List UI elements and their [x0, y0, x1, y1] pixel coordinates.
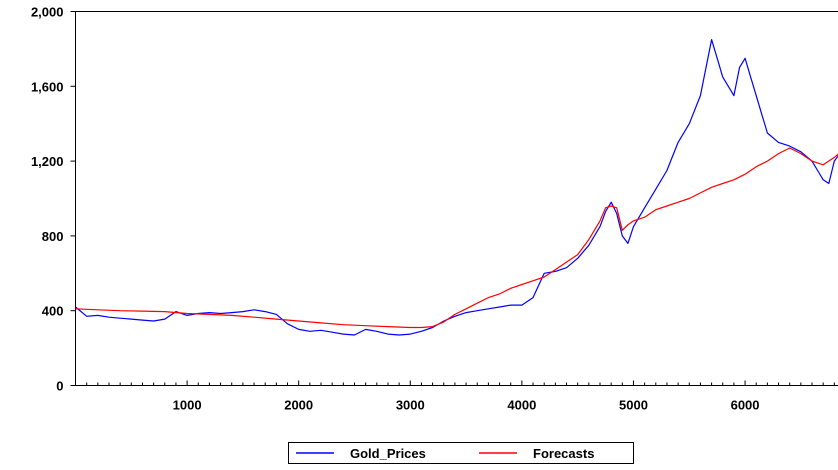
y-tick-label: 2,000 — [31, 5, 64, 20]
x-axis: 1000 2000 3000 4000 5000 6000 — [86, 380, 835, 413]
y-axis: 0 400 800 1,200 1,600 2,000 — [31, 5, 76, 394]
legend-label-gold-prices: Gold_Prices — [350, 446, 426, 461]
x-tick-label: 5000 — [619, 398, 648, 413]
series-line-gold-prices — [75, 38, 838, 336]
x-tick-label: 4000 — [507, 398, 536, 413]
x-tick-label: 2000 — [284, 398, 313, 413]
y-tick-label: 800 — [42, 229, 64, 244]
legend-box — [288, 442, 634, 464]
y-tick-label: 1,200 — [31, 154, 64, 169]
series-layer — [75, 38, 838, 336]
legend-label-forecasts: Forecasts — [533, 446, 594, 461]
series-line-forecasts — [75, 147, 838, 329]
legend: Gold_Prices Forecasts — [288, 442, 634, 464]
y-tick-label: 400 — [42, 304, 64, 319]
y-tick-label: 0 — [56, 379, 63, 394]
plot-frame — [75, 11, 838, 386]
y-tick-label: 1,600 — [31, 79, 64, 94]
x-tick-label: 3000 — [396, 398, 425, 413]
x-tick-label: 1000 — [173, 398, 202, 413]
x-tick-label: 6000 — [731, 398, 760, 413]
